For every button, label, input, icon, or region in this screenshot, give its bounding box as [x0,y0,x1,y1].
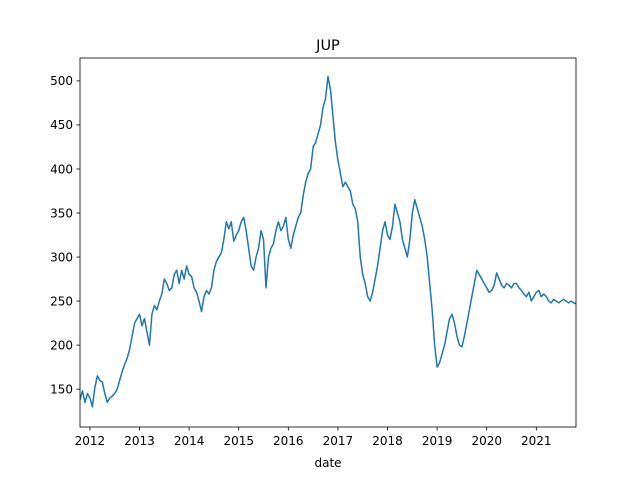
x-tick-label: 2014 [174,434,205,448]
y-tick-label: 200 [50,338,73,352]
x-tick-label: 2012 [75,434,106,448]
x-tick-label: 2013 [124,434,155,448]
x-axis-label: date [314,456,341,470]
x-tick-label: 2020 [471,434,502,448]
y-tick-label: 250 [50,294,73,308]
axes-frame [79,57,577,428]
y-tick-label: 450 [50,118,73,132]
x-tick-label: 2015 [223,434,254,448]
x-tick-label: 2018 [372,434,403,448]
y-tick-label: 350 [50,206,73,220]
plot-area [79,57,577,428]
y-tick-label: 400 [50,162,73,176]
x-tick-label: 2017 [323,434,354,448]
series-line-0 [80,75,576,408]
y-tick-label: 500 [50,74,73,88]
x-tick-label: 2021 [521,434,552,448]
x-tick-label: 2019 [422,434,453,448]
chart-title: JUP [315,38,340,54]
y-tick-label: 150 [50,382,73,396]
x-axis: 2012 2013 2014 2015 2016 2017 2018 2019 2020 2021 [75,427,552,448]
y-tick-label: 300 [50,250,73,264]
y-axis: 150 200 250 300 350 400 450 500 [50,74,80,396]
x-tick-label: 2016 [273,434,304,448]
